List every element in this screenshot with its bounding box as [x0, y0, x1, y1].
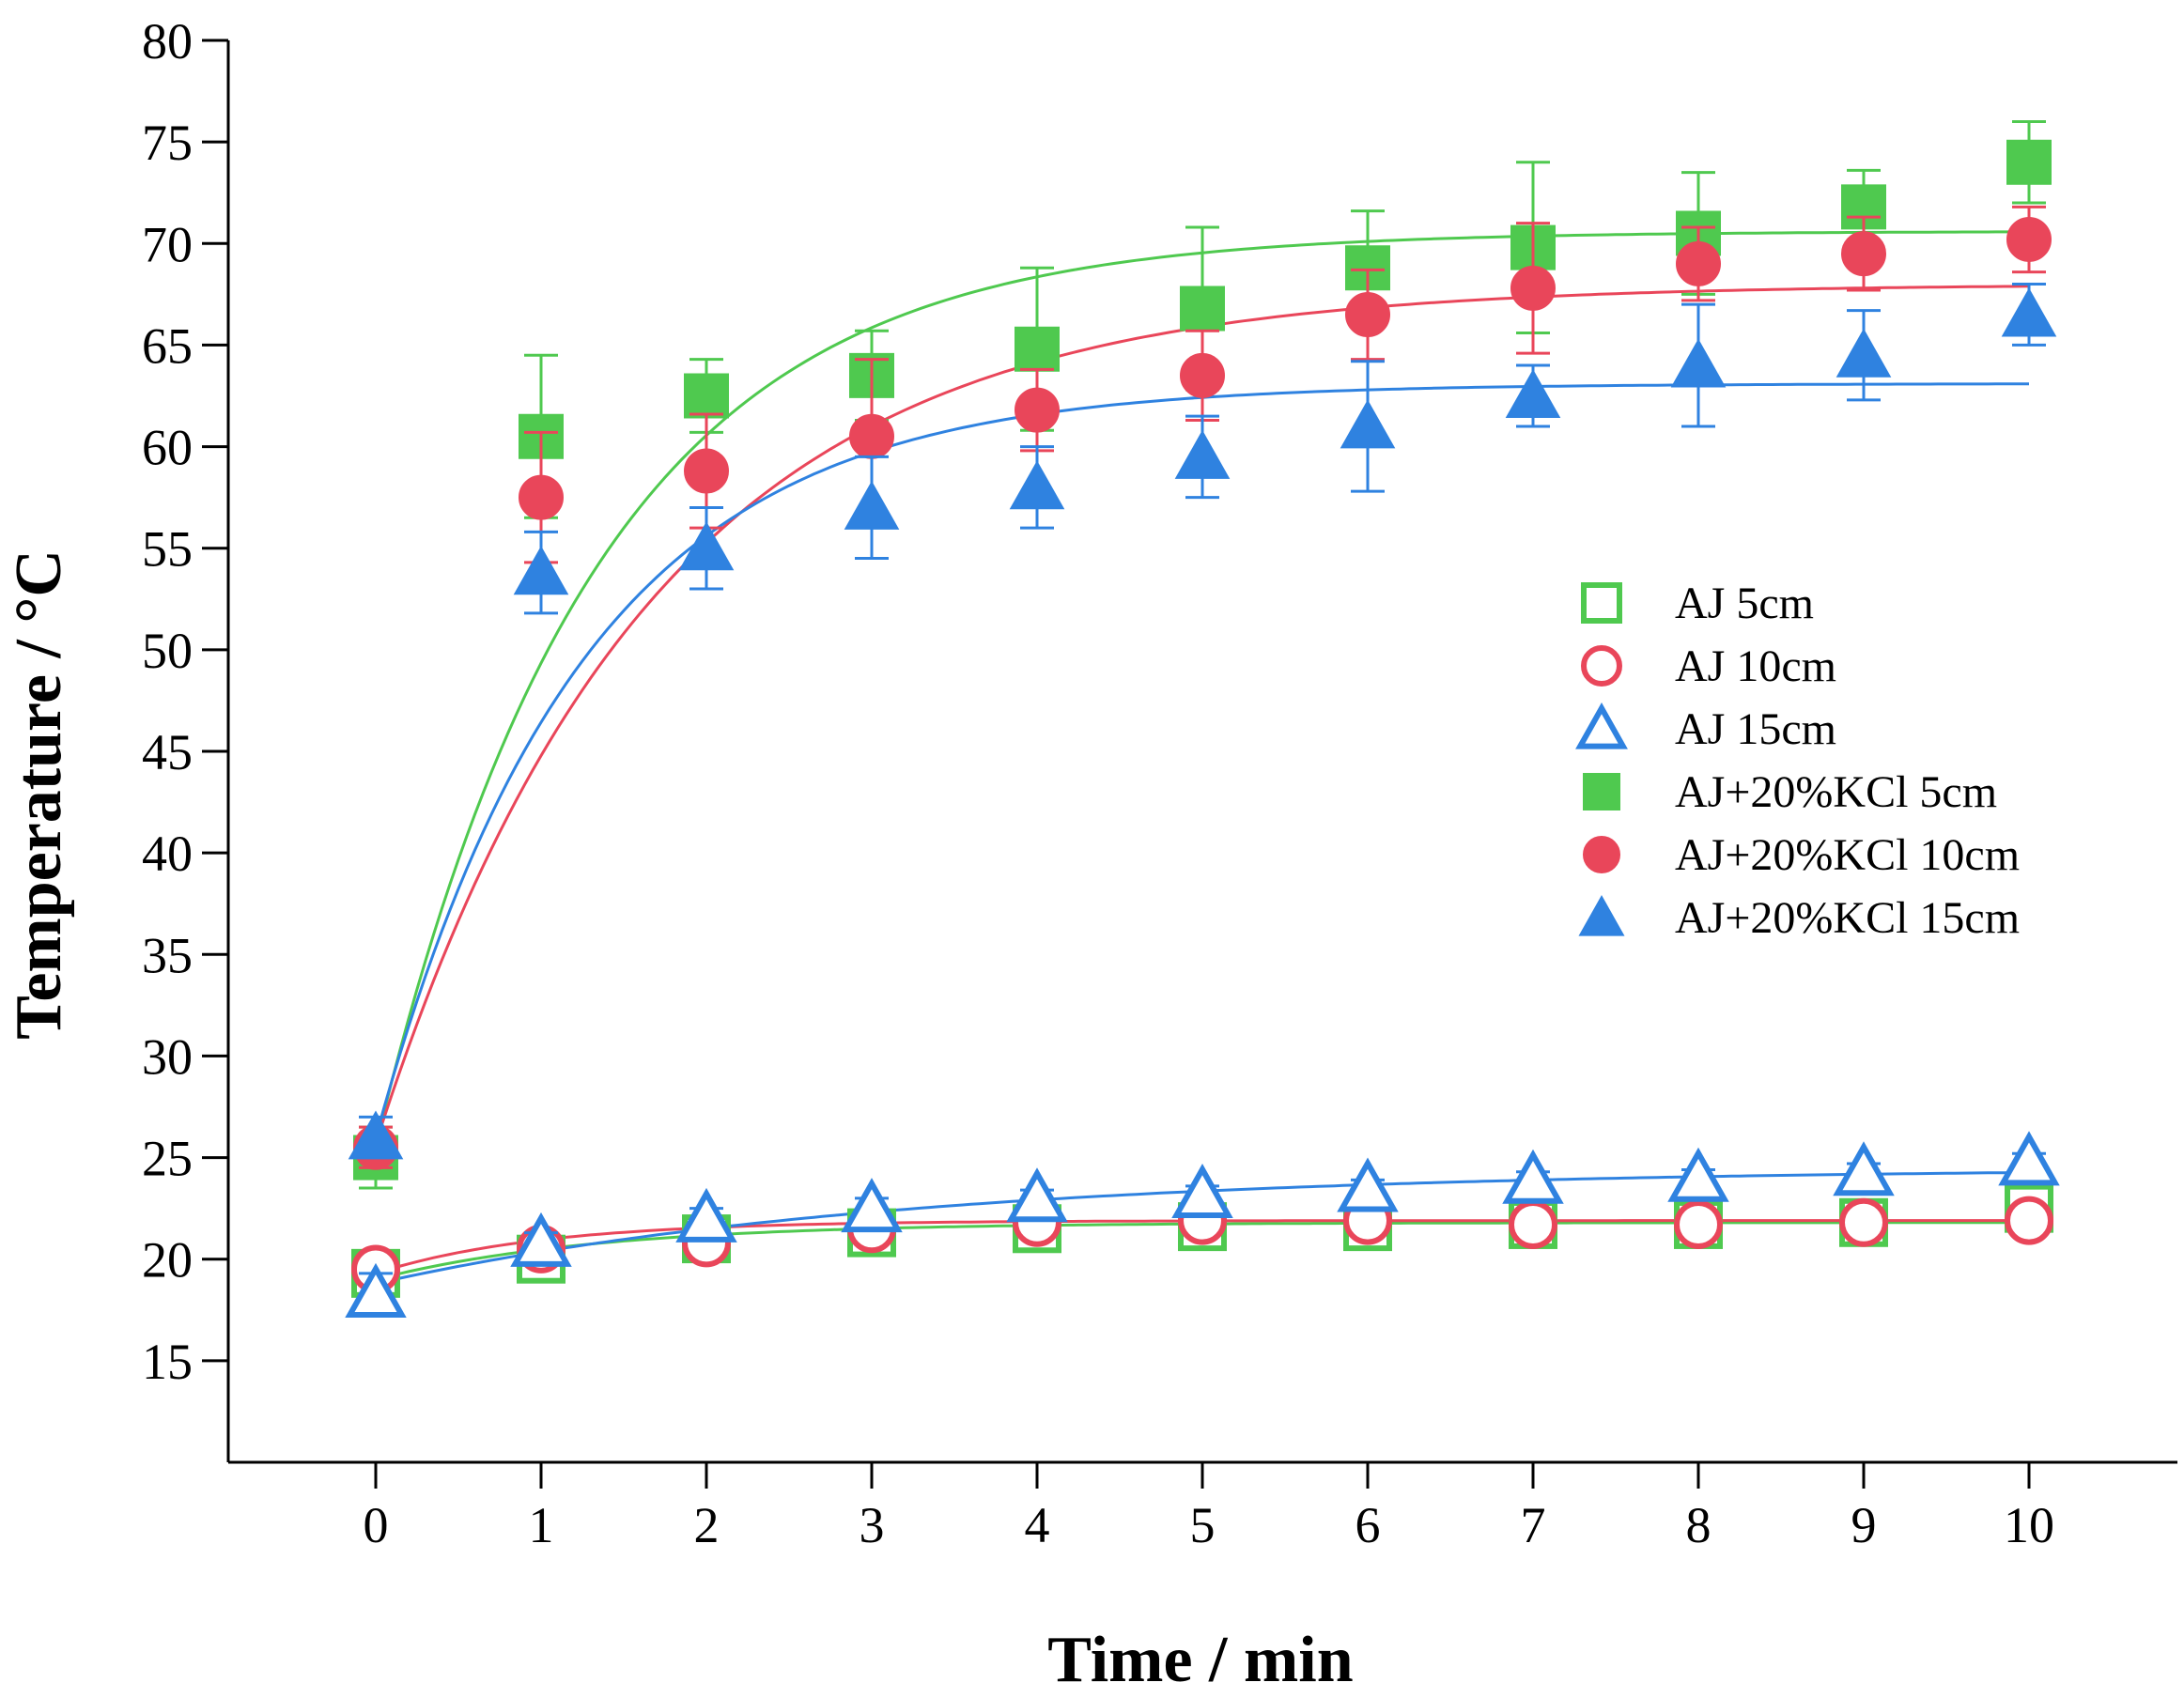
legend-label-aj-5cm: AJ 5cm	[1675, 579, 1814, 628]
data-point-aj-20-kcl-10cm	[2006, 216, 2052, 262]
x-tick-label: 2	[694, 1497, 720, 1553]
data-point-aj-20-kcl-5cm	[1015, 326, 1060, 372]
y-tick-label: 55	[142, 521, 193, 578]
data-point-aj-20-kcl-15cm	[678, 521, 735, 571]
data-point-aj-20-kcl-5cm	[2006, 139, 2052, 185]
x-tick-label: 1	[529, 1497, 554, 1553]
legend-label-aj-10cm: AJ 10cm	[1675, 641, 1836, 691]
data-point-aj-20-kcl-15cm	[2001, 287, 2057, 337]
data-point-aj-15cm	[1006, 1167, 1068, 1223]
data-point-aj-20-kcl-5cm	[1180, 286, 1225, 332]
y-tick-label: 30	[142, 1028, 193, 1085]
data-point-aj-20-kcl-15cm	[513, 546, 569, 595]
data-point-aj-10cm	[1839, 1197, 1888, 1247]
data-point-aj-15cm	[1998, 1131, 2060, 1186]
legend-marker-aj-20-kcl-15cm	[1578, 895, 1625, 936]
legend: AJ 5cm AJ 10cm AJ 15cm AJ+20%KCl 5cm AJ+20%K…	[1575, 579, 2020, 943]
data-point-aj-20-kcl-15cm	[348, 1110, 404, 1160]
data-point-aj-15cm	[1833, 1141, 1895, 1196]
data-point-aj-20-kcl-10cm	[519, 474, 564, 520]
data-point-aj-20-kcl-15cm	[844, 480, 900, 530]
data-point-aj-20-kcl-15cm	[1009, 460, 1065, 510]
legend-label-aj-20-kcl-10cm: AJ+20%KCl 10cm	[1675, 830, 2020, 880]
data-point-aj-20-kcl-5cm	[684, 373, 729, 419]
x-tick-label: 7	[1521, 1497, 1546, 1553]
legend-marker-aj-15cm	[1575, 702, 1628, 749]
legend-label-aj-20-kcl-5cm: AJ+20%KCl 5cm	[1675, 767, 1997, 817]
y-tick-label: 15	[142, 1334, 193, 1390]
data-point-aj-20-kcl-15cm	[1340, 399, 1396, 449]
legend-marker-aj-5cm	[1581, 582, 1622, 624]
y-tick-label: 50	[142, 623, 193, 679]
data-point-aj-20-kcl-10cm	[1676, 240, 1721, 286]
data-point-aj-15cm	[841, 1178, 903, 1233]
data-point-aj-20-kcl-10cm	[849, 413, 894, 459]
y-tick-label: 25	[142, 1131, 193, 1187]
y-tick-label: 75	[142, 115, 193, 171]
data-point-aj-20-kcl-10cm	[1510, 265, 1556, 311]
data-point-aj-20-kcl-10cm	[1345, 291, 1390, 337]
data-point-aj-15cm	[675, 1187, 737, 1243]
data-point-aj-20-kcl-10cm	[1841, 231, 1886, 277]
data-point-aj-10cm	[1674, 1199, 1723, 1249]
y-tick-label: 70	[142, 216, 193, 272]
data-point-aj-15cm	[1502, 1149, 1564, 1204]
x-tick-label: 8	[1686, 1497, 1712, 1553]
data-point-aj-20-kcl-15cm	[1174, 429, 1231, 479]
x-axis-title: Time / min	[1047, 1624, 1353, 1696]
y-tick-label: 80	[142, 13, 193, 69]
y-tick-label: 20	[142, 1232, 193, 1289]
x-tick-label: 10	[2004, 1497, 2054, 1553]
x-tick-label: 0	[364, 1497, 389, 1553]
data-point-aj-15cm	[1667, 1147, 1729, 1202]
data-point-aj-15cm	[510, 1212, 572, 1267]
data-point-aj-20-kcl-15cm	[1670, 338, 1727, 388]
x-tick-label: 4	[1025, 1497, 1050, 1553]
data-point-aj-10cm	[1509, 1199, 1557, 1249]
data-point-aj-20-kcl-10cm	[1015, 387, 1060, 433]
data-point-aj-10cm	[2005, 1196, 2053, 1245]
data-point-aj-15cm	[345, 1262, 407, 1318]
y-tick-label: 40	[142, 826, 193, 882]
data-point-aj-20-kcl-15cm	[1505, 369, 1561, 418]
x-tick-label: 3	[860, 1497, 885, 1553]
legend-label-aj-15cm: AJ 15cm	[1675, 704, 1836, 754]
x-tick-label: 5	[1190, 1497, 1216, 1553]
data-point-aj-20-kcl-10cm	[684, 448, 729, 494]
y-axis-title: Temperature / °C	[3, 549, 75, 1040]
legend-marker-aj-10cm	[1581, 645, 1622, 687]
y-tick-label: 35	[142, 927, 193, 983]
y-tick-label: 45	[142, 724, 193, 780]
data-point-aj-15cm	[1337, 1157, 1399, 1212]
y-tick-label: 65	[142, 317, 193, 374]
y-tick-label: 60	[142, 420, 193, 476]
data-points	[345, 120, 2060, 1318]
data-point-aj-20-kcl-10cm	[1180, 352, 1225, 398]
legend-label-aj-20-kcl-15cm: AJ+20%KCl 15cm	[1675, 893, 2020, 943]
x-tick-label: 6	[1355, 1497, 1381, 1553]
data-point-aj-15cm	[1171, 1163, 1233, 1218]
data-point-aj-20-kcl-15cm	[1835, 328, 1892, 378]
legend-marker-aj-20-kcl-10cm	[1583, 836, 1620, 873]
legend-marker-aj-20-kcl-5cm	[1583, 773, 1620, 810]
x-tick-label: 9	[1851, 1497, 1877, 1553]
